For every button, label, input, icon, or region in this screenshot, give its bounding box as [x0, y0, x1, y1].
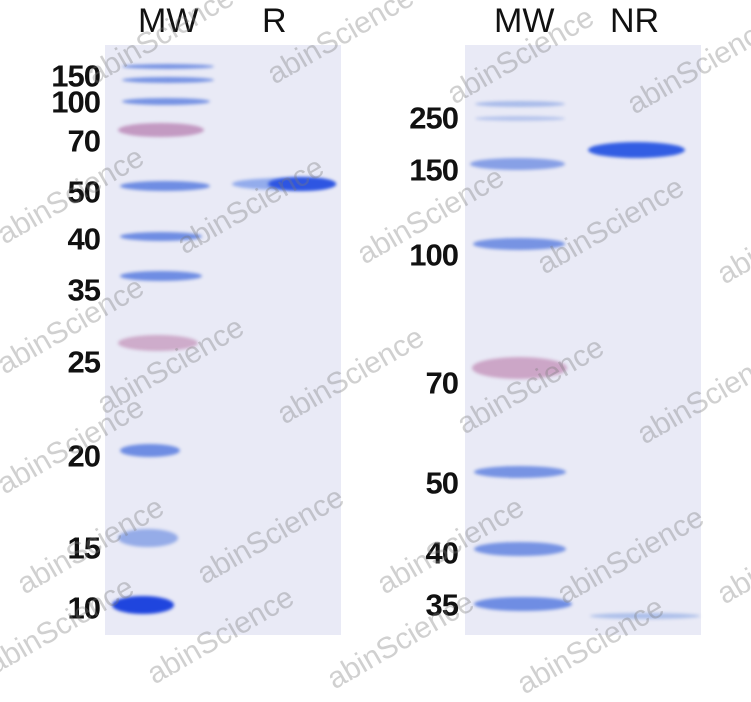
gel-band: [112, 596, 174, 614]
gel-band: [120, 181, 210, 191]
marker-label: 35: [388, 590, 458, 621]
marker-label: 25: [30, 347, 100, 378]
gel-band: [588, 142, 685, 158]
gel-band: [118, 123, 204, 137]
gel-band: [474, 542, 566, 556]
gel-band: [474, 597, 572, 611]
marker-label: 40: [388, 538, 458, 569]
gel-band: [120, 232, 202, 241]
gel-band: [473, 238, 565, 250]
gel-band: [472, 357, 567, 379]
marker-label: 70: [388, 368, 458, 399]
marker-label: 35: [30, 275, 100, 306]
marker-label: 40: [30, 224, 100, 255]
marker-label: 250: [388, 103, 458, 134]
marker-label: 20: [30, 441, 100, 472]
gel-band: [122, 98, 210, 105]
gel-band: [475, 116, 565, 121]
watermark-text: abinScience: [712, 501, 751, 612]
marker-label: 100: [388, 240, 458, 271]
marker-label: 100: [30, 87, 100, 118]
marker-label: 70: [30, 126, 100, 157]
gel-band: [120, 271, 202, 281]
gel-band: [120, 444, 180, 457]
gel-band: [474, 466, 566, 478]
lane-label-nr: NR: [610, 4, 659, 38]
lane-label-mw-right: MW: [494, 4, 554, 38]
gel-band: [118, 335, 198, 351]
marker-label: 15: [30, 533, 100, 564]
watermark-text: abinScience: [712, 181, 751, 292]
lane-label-r: R: [262, 4, 287, 38]
gel-band: [470, 158, 565, 170]
marker-label: 50: [388, 468, 458, 499]
gel-band: [268, 177, 336, 191]
gel-band: [475, 101, 565, 107]
gel-band: [122, 64, 214, 69]
marker-label: 50: [30, 177, 100, 208]
gel-band: [118, 529, 178, 547]
gel-band: [122, 77, 214, 83]
marker-label: 10: [30, 593, 100, 624]
gel-band: [590, 613, 700, 619]
marker-label: 150: [388, 155, 458, 186]
lane-label-mw-left: MW: [138, 4, 198, 38]
